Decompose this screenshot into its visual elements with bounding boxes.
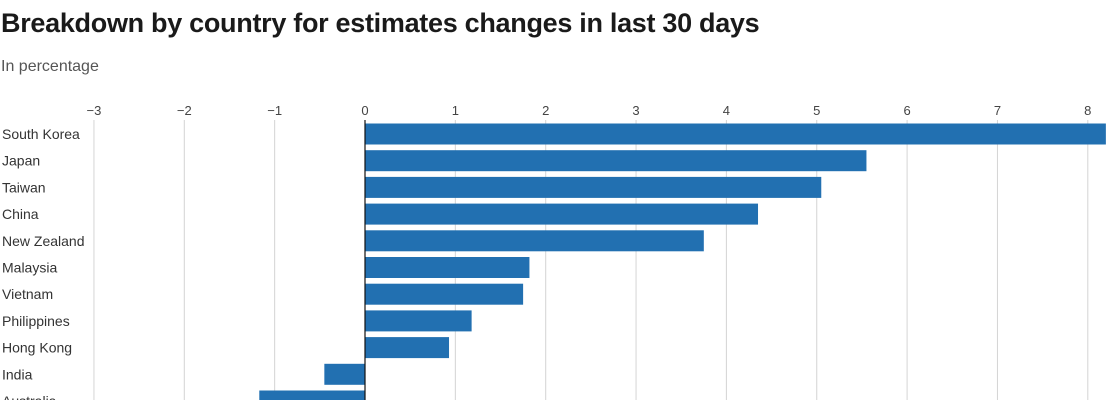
x-tick-label: −1 — [267, 103, 282, 118]
x-tick-label: 4 — [723, 103, 730, 118]
x-tick-label: 6 — [903, 103, 910, 118]
bar — [365, 230, 704, 252]
category-label: Malaysia — [2, 260, 57, 276]
category-label: Japan — [2, 153, 40, 169]
bar — [365, 150, 867, 172]
bar — [365, 176, 822, 198]
chart-subtitle: In percentage — [1, 58, 99, 75]
x-tick-label: −3 — [87, 103, 102, 118]
bar — [365, 203, 759, 225]
x-tick-label: 5 — [813, 103, 820, 118]
bar — [365, 310, 472, 332]
category-labels: South Korea Japan Taiwan China New Zealand Ma… — [2, 126, 85, 400]
category-label: Hong Kong — [2, 340, 72, 356]
category-label: Philippines — [2, 313, 70, 329]
category-label: South Korea — [2, 126, 80, 142]
bar — [365, 283, 524, 305]
category-label: Australia — [2, 393, 57, 400]
bar — [365, 257, 530, 278]
x-axis-ticks: −3 −2 −1 0 1 2 3 4 5 6 7 8 — [87, 103, 1092, 118]
bar — [324, 363, 365, 385]
x-tick-label: 1 — [452, 103, 459, 118]
category-label: Taiwan — [2, 179, 46, 195]
x-tick-label: 2 — [542, 103, 549, 118]
bar — [259, 390, 365, 400]
bars — [259, 123, 1106, 400]
category-label: China — [2, 206, 39, 222]
x-tick-label: −2 — [177, 103, 192, 118]
x-tick-label: 3 — [632, 103, 639, 118]
x-tick-label: 0 — [361, 103, 368, 118]
bar — [365, 123, 1106, 145]
category-label: New Zealand — [2, 233, 85, 249]
category-label: India — [2, 366, 33, 382]
x-tick-label: 8 — [1084, 103, 1091, 118]
chart-title: Breakdown by country for estimates chang… — [1, 8, 760, 38]
category-label: Vietnam — [2, 286, 53, 302]
bar — [365, 337, 450, 359]
x-tick-label: 7 — [994, 103, 1001, 118]
